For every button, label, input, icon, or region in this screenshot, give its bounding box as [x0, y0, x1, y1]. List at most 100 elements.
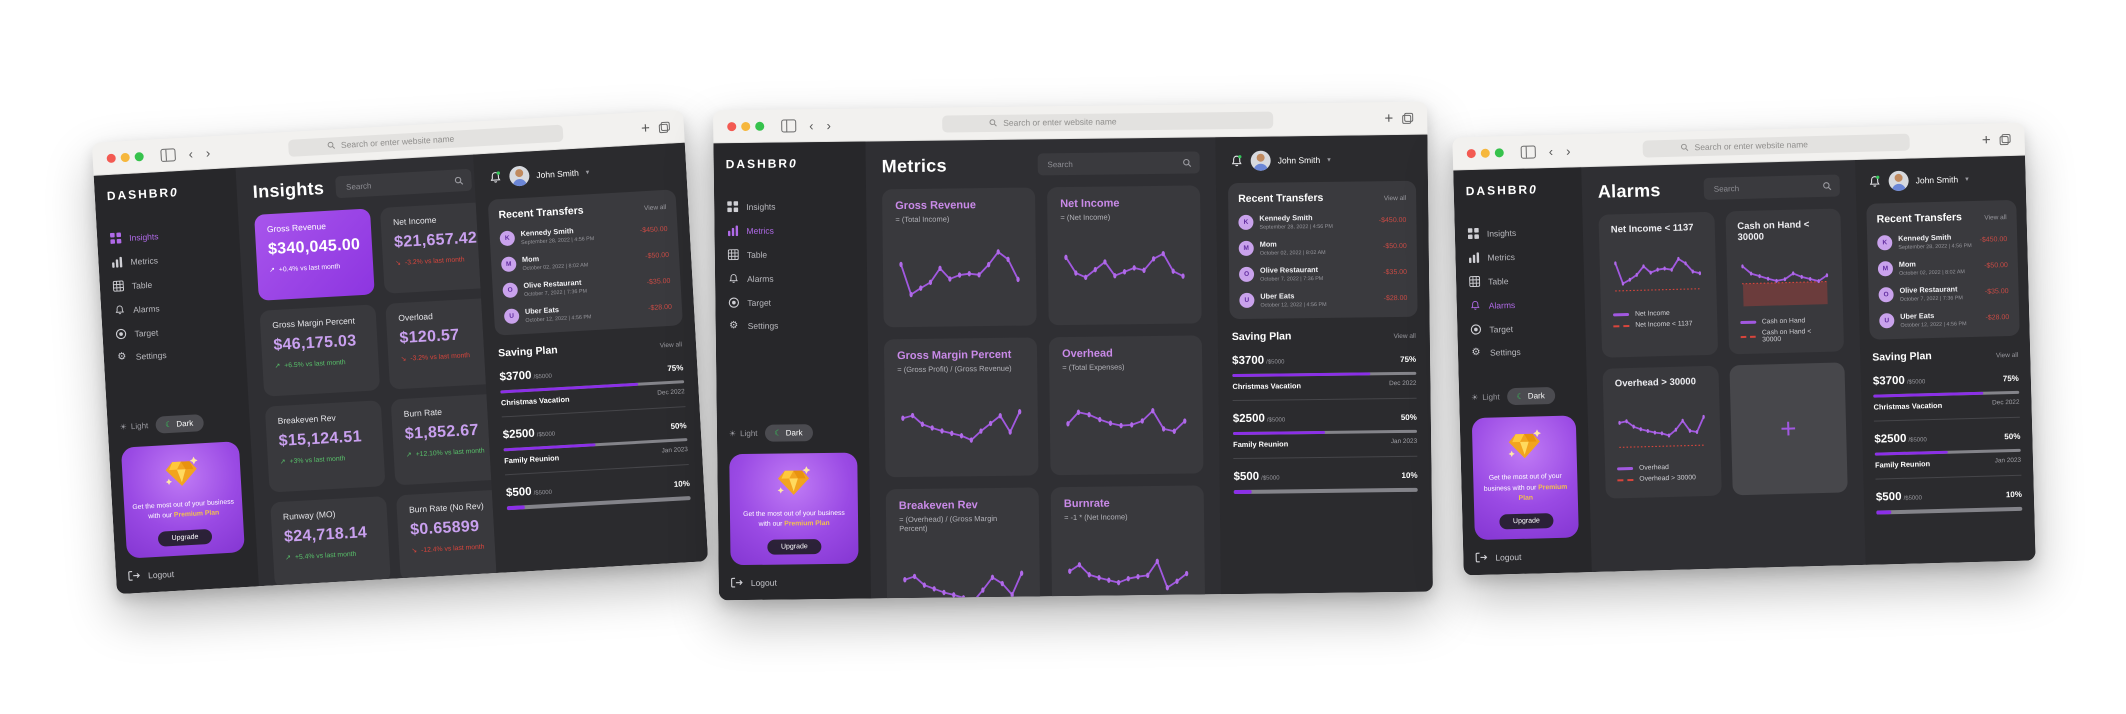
tab-overview-icon[interactable]: [1999, 133, 2010, 145]
maximize-window-icon[interactable]: [755, 121, 765, 131]
transfer-list-item[interactable]: K Kennedy Smith September 28, 2022 | 4:5…: [499, 221, 668, 247]
sidebar-item-insights[interactable]: Insights: [109, 226, 227, 244]
notification-bell-icon[interactable]: [488, 170, 503, 185]
sidebar-toggle-icon[interactable]: [160, 147, 176, 162]
stat-card[interactable]: Breakeven Rev $15,124.51 ↗ +3% vs last m…: [264, 400, 386, 493]
dark-mode-button[interactable]: ☾ Dark: [1506, 387, 1555, 406]
window-controls[interactable]: [1466, 147, 1504, 158]
sidebar-item-target[interactable]: Target: [114, 322, 232, 340]
stat-card[interactable]: Net Income $21,657.42 ↘ -3.2% vs last mo…: [380, 201, 492, 294]
notification-bell-icon[interactable]: [1867, 174, 1881, 188]
light-mode-button[interactable]: ☀ Light: [728, 428, 758, 438]
metric-chart-card[interactable]: Breakeven Rev = (Overhead) / (Gross Marg…: [885, 487, 1041, 599]
metric-chart-card[interactable]: Net Income = (Net Income): [1046, 185, 1202, 326]
notification-bell-icon[interactable]: [1230, 154, 1244, 168]
alarm-chart-card[interactable]: Cash on Hand < 30000 Cash on Hand Cash o…: [1724, 208, 1845, 355]
transfer-list-item[interactable]: K Kennedy Smith September 28, 2022 | 4:5…: [1877, 231, 2007, 251]
back-icon[interactable]: ‹: [188, 145, 194, 161]
saving-plan-view-all-link[interactable]: View all: [1995, 351, 2019, 360]
logout-button[interactable]: Logout: [128, 564, 246, 582]
transfer-list-item[interactable]: K Kennedy Smith September 28, 2022 | 4:5…: [1238, 212, 1406, 231]
tab-overview-icon[interactable]: [658, 121, 671, 133]
sidebar-item-alarms[interactable]: Alarms: [727, 272, 855, 285]
dashboard-search[interactable]: [1703, 174, 1841, 200]
maximize-window-icon[interactable]: [1494, 147, 1504, 157]
close-window-icon[interactable]: [1466, 148, 1476, 158]
dashboard-search[interactable]: [335, 168, 473, 199]
stat-card[interactable]: Burn Rate $1,852.67 ↗ +12.10% vs last mo…: [390, 393, 497, 486]
chevron-down-icon[interactable]: ▾: [585, 169, 590, 177]
window-controls[interactable]: [106, 151, 144, 163]
back-icon[interactable]: ‹: [1548, 143, 1554, 159]
minimize-window-icon[interactable]: [120, 152, 130, 162]
sidebar-item-metrics[interactable]: Metrics: [110, 250, 228, 268]
close-window-icon[interactable]: [727, 121, 737, 131]
user-menu[interactable]: John Smith ▾: [488, 157, 675, 187]
address-input[interactable]: [1692, 136, 1872, 154]
light-mode-button[interactable]: ☀ Light: [119, 420, 149, 432]
avatar[interactable]: [1888, 170, 1909, 192]
forward-icon[interactable]: ›: [1565, 142, 1571, 159]
transfer-list-item[interactable]: M Mom October 02, 2022 | 8:02 AM -$50.00: [500, 247, 670, 273]
sidebar-item-settings[interactable]: ⚙ Settings: [729, 320, 779, 332]
upgrade-button[interactable]: Upgrade: [1498, 513, 1555, 530]
address-input[interactable]: [1001, 114, 1227, 129]
metric-chart-card[interactable]: Gross Revenue = (Total Income): [882, 187, 1037, 328]
dark-mode-button[interactable]: ☾ Dark: [764, 423, 813, 442]
address-input[interactable]: [338, 128, 525, 152]
metric-chart-card[interactable]: Burnrate = -1 * (Net Income): [1050, 485, 1206, 599]
minimize-window-icon[interactable]: [1480, 148, 1490, 158]
chevron-down-icon[interactable]: ▾: [1327, 156, 1331, 164]
stat-card[interactable]: Overload $120.57 ↘ -3.2% vs last month: [385, 297, 497, 390]
chevron-down-icon[interactable]: ▾: [1965, 176, 1969, 184]
maximize-window-icon[interactable]: [134, 151, 144, 161]
upgrade-button[interactable]: Upgrade: [766, 539, 822, 555]
upgrade-button[interactable]: Upgrade: [157, 528, 213, 547]
close-window-icon[interactable]: [106, 153, 116, 163]
stat-card[interactable]: Runway (MO) $24,718.14 ↗ +5.4% vs last m…: [270, 495, 392, 587]
light-mode-button[interactable]: ☀ Light: [1471, 392, 1500, 403]
sidebar-item-alarms[interactable]: Alarms: [113, 298, 231, 316]
address-bar[interactable]: [287, 124, 564, 157]
window-controls[interactable]: [727, 121, 765, 131]
sidebar-item-table[interactable]: Table: [112, 274, 230, 292]
sidebar-toggle-icon[interactable]: [1520, 144, 1536, 159]
back-icon[interactable]: ‹: [809, 117, 814, 133]
user-menu[interactable]: John Smith ▾: [1230, 149, 1416, 171]
transfer-list-item[interactable]: O Olive Restaurant October 7, 2022 | 7:3…: [1238, 264, 1407, 283]
dashboard-search[interactable]: [1037, 151, 1200, 176]
tab-overview-icon[interactable]: [1402, 112, 1413, 124]
logout-button[interactable]: Logout: [1475, 549, 1579, 563]
stat-card[interactable]: Gross Margin Percent $46,175.03 ↗ +6.5% …: [259, 304, 381, 397]
address-bar[interactable]: [1642, 133, 1910, 158]
search-input[interactable]: [1711, 180, 1812, 195]
logout-button[interactable]: Logout: [731, 576, 859, 589]
sidebar-toggle-icon[interactable]: [781, 118, 797, 133]
new-tab-button[interactable]: +: [640, 119, 651, 137]
sidebar-item-target[interactable]: Target: [1469, 321, 1573, 335]
add-alarm-card[interactable]: +: [1728, 362, 1848, 496]
dark-mode-button[interactable]: ☾ Dark: [154, 413, 204, 434]
avatar[interactable]: [1250, 150, 1271, 171]
saving-plan-view-all-link[interactable]: View all: [1393, 332, 1416, 341]
transfers-view-all-link[interactable]: View all: [1383, 194, 1407, 203]
minimize-window-icon[interactable]: [741, 121, 751, 131]
metric-chart-card[interactable]: Gross Margin Percent = (Gross Profit) / …: [883, 337, 1039, 478]
search-input[interactable]: [343, 175, 445, 193]
new-tab-button[interactable]: +: [1981, 130, 1991, 149]
transfers-view-all-link[interactable]: View all: [1984, 214, 2007, 222]
transfer-list-item[interactable]: M Mom October 02, 2022 | 8:02 AM -$50.00: [1877, 257, 2008, 277]
transfer-list-item[interactable]: O Olive Restaurant October 7, 2022 | 7:3…: [502, 273, 671, 299]
alarm-chart-card[interactable]: Overhead > 30000 Overhead Overhead > 300…: [1602, 365, 1722, 499]
sidebar-item-settings[interactable]: ⚙ Settings: [1471, 346, 1521, 359]
new-tab-button[interactable]: +: [1384, 109, 1394, 127]
transfer-list-item[interactable]: O Olive Restaurant October 7, 2022 | 7:3…: [1878, 283, 2009, 303]
saving-plan-view-all-link[interactable]: View all: [659, 341, 683, 350]
avatar[interactable]: [508, 165, 530, 187]
sidebar-item-metrics[interactable]: Metrics: [726, 224, 854, 237]
sidebar-item-target[interactable]: Target: [727, 296, 855, 309]
sidebar-item-table[interactable]: Table: [1468, 273, 1572, 288]
sidebar-item-table[interactable]: Table: [727, 248, 855, 261]
sidebar-item-metrics[interactable]: Metrics: [1467, 249, 1571, 264]
sidebar-item-alarms[interactable]: Alarms: [1469, 297, 1573, 311]
